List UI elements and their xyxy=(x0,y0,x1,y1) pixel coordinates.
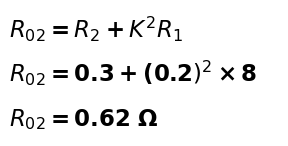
Text: $\boldsymbol{R_{02} = 0.62\ \Omega}$: $\boldsymbol{R_{02} = 0.62\ \Omega}$ xyxy=(9,107,158,132)
Text: $\boldsymbol{R_{02} = 0.3 + (0.2)^2 \times 8}$: $\boldsymbol{R_{02} = 0.3 + (0.2)^2 \tim… xyxy=(9,58,257,88)
Text: $\boldsymbol{R_{02} = R_2 + K^2R_1}$: $\boldsymbol{R_{02} = R_2 + K^2R_1}$ xyxy=(9,15,183,44)
